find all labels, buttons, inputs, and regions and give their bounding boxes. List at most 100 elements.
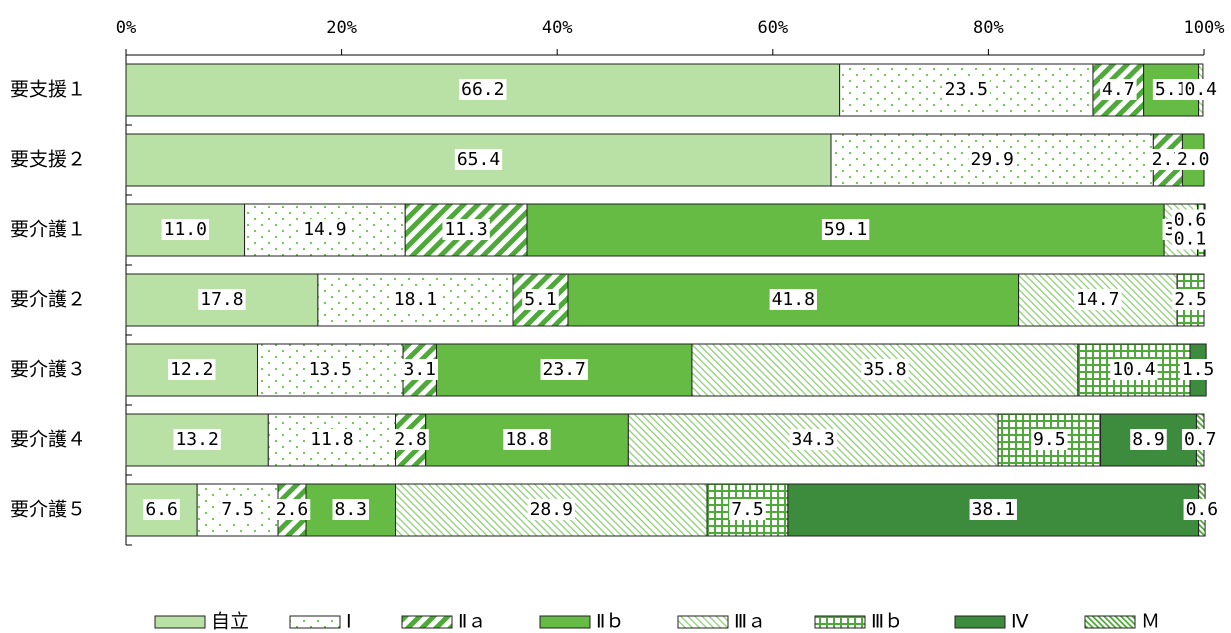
legend-swatch <box>154 615 206 629</box>
data-label: 4.7 <box>1102 79 1135 100</box>
legend-label: Ⅳ <box>1011 611 1029 633</box>
data-label-bg <box>1181 429 1219 450</box>
legend-swatch <box>1084 615 1136 629</box>
data-label-bg <box>522 289 559 310</box>
data-label-bg <box>392 429 429 450</box>
data-label: 23.5 <box>945 79 988 100</box>
data-label: 6.6 <box>145 499 178 520</box>
data-label: 14.9 <box>303 219 346 240</box>
legend-label: Ｍ <box>1141 611 1160 633</box>
data-label-bg <box>821 219 870 240</box>
legend-label: 自立 <box>211 611 249 633</box>
data-label-bg <box>942 79 990 100</box>
data-label-bg <box>391 289 440 310</box>
data-label-bg <box>143 499 180 520</box>
data-label-bg <box>1100 79 1137 100</box>
data-label: 11.0 <box>164 219 207 240</box>
y-tick-label: 要介護２ <box>10 289 86 311</box>
data-label: 2.6 <box>276 499 309 520</box>
data-label: 8.3 <box>335 499 368 520</box>
data-label: 2.8 <box>394 429 427 450</box>
data-label-bg <box>540 359 588 380</box>
y-tick-label: 要支援２ <box>10 149 86 171</box>
data-label: 28.9 <box>530 499 573 520</box>
data-label-bg <box>1110 359 1158 380</box>
data-label: 29.9 <box>970 149 1013 170</box>
data-label: 12.2 <box>170 359 213 380</box>
data-label-bg <box>968 149 1016 170</box>
data-label: 18.1 <box>394 289 437 310</box>
data-label-bg <box>861 359 909 380</box>
data-label-bg <box>789 429 837 450</box>
data-label: 0.1 <box>1174 229 1207 250</box>
data-label-bg <box>1172 289 1209 310</box>
data-label: 9.5 <box>1033 429 1066 450</box>
y-tick-label: 要介護５ <box>10 499 86 521</box>
data-label-bg <box>301 219 349 240</box>
data-label-bg <box>173 429 221 450</box>
data-label: 59.1 <box>824 219 867 240</box>
data-label-bg <box>1182 79 1220 100</box>
data-label-bg <box>442 219 490 240</box>
data-label-bg <box>769 289 817 310</box>
data-label-bg <box>527 499 575 520</box>
data-label: 0.7 <box>1184 429 1217 450</box>
data-label-bg <box>308 429 356 450</box>
legend-swatch <box>677 615 729 629</box>
data-label: 0.6 <box>1174 210 1207 231</box>
legend-swatch <box>289 615 341 629</box>
legend-swatch <box>814 615 866 629</box>
legend-swatch <box>954 615 1006 629</box>
data-label: 23.7 <box>543 359 586 380</box>
data-label-bg <box>1152 79 1190 100</box>
data-label: 10.4 <box>1112 359 1155 380</box>
legend-label: Ⅰ <box>346 611 352 633</box>
data-label: 65.4 <box>457 149 500 170</box>
data-label: 41.8 <box>772 289 815 310</box>
data-label-bg <box>1174 149 1212 170</box>
data-label: 2.0 <box>1177 149 1210 170</box>
y-tick-label: 要支援１ <box>10 79 86 101</box>
data-label-bg <box>1130 429 1167 450</box>
x-tick-label: 0% <box>116 18 136 38</box>
legend-swatch <box>539 615 591 629</box>
x-tick-label: 80% <box>973 18 1004 38</box>
data-label: 34.3 <box>792 429 835 450</box>
data-label: 13.5 <box>309 359 352 380</box>
data-label-bg <box>219 499 256 520</box>
data-label: 3.1 <box>403 359 436 380</box>
data-label-bg <box>503 429 551 450</box>
data-label: 2.5 <box>1174 289 1207 310</box>
data-label: 66.2 <box>461 79 504 100</box>
data-label: 35.8 <box>863 359 906 380</box>
legend-label: Ⅱａ <box>458 611 486 633</box>
data-label-bg <box>198 289 246 310</box>
data-label-bg <box>1179 359 1217 380</box>
data-label-bg <box>1171 209 1209 231</box>
data-label: 18.8 <box>505 429 548 450</box>
legend-label: Ⅱｂ <box>596 611 624 633</box>
data-label: 11.3 <box>444 219 487 240</box>
data-label-bg <box>969 499 1017 520</box>
bar-segment <box>706 483 789 537</box>
data-label-bg <box>306 359 354 380</box>
data-label-bg <box>454 149 503 170</box>
bar-segment <box>691 343 1079 397</box>
y-tick-label: 要介護１ <box>10 219 86 241</box>
y-tick-label: 要介護４ <box>10 429 86 451</box>
data-label-bg <box>1171 228 1209 250</box>
data-label: 13.2 <box>175 429 218 450</box>
legend-label: Ⅲａ <box>734 611 766 633</box>
data-label: 5.1 <box>1155 79 1188 100</box>
data-label: 8.9 <box>1132 429 1165 450</box>
bar-segment <box>125 483 198 537</box>
legend-label: Ⅲｂ <box>871 611 903 633</box>
data-label-bg <box>332 499 370 520</box>
data-label: 14.7 <box>1076 289 1119 310</box>
x-tick-label: 100% <box>1184 18 1225 38</box>
data-label-bg <box>273 499 311 520</box>
data-label-bg <box>1074 289 1122 310</box>
data-label: 0.6 <box>1186 499 1219 520</box>
data-label-bg <box>729 499 766 520</box>
